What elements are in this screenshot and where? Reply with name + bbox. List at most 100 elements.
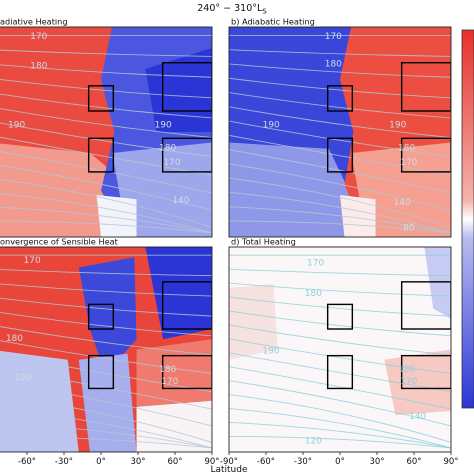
x-tick-label: 30°: [130, 457, 145, 467]
panel-title: b) Adiabatic Heating: [231, 17, 315, 27]
contour-line: [229, 408, 451, 449]
contour-line: [0, 395, 212, 443]
figure-suptitle: 240° − 310°LS: [197, 3, 267, 16]
panel-3: 170 180 190 180 170 onvergence of Sensible He…: [0, 237, 213, 453]
field-neutral: [136, 400, 212, 452]
x-tick-label: 60°: [167, 457, 182, 467]
contour-label: 170: [325, 32, 342, 42]
field-cool-light: [112, 142, 212, 237]
contour-label: 140: [409, 412, 426, 422]
contour-label: 180: [398, 365, 415, 375]
contour-label: 180: [398, 144, 415, 154]
x-axis-label: Latitude: [210, 465, 248, 474]
contour-label: 170: [163, 158, 180, 168]
contour-label: 170: [24, 256, 41, 266]
contour-line: [0, 381, 212, 427]
contour-label: 140: [394, 198, 411, 208]
contour-label: 190: [263, 346, 280, 356]
field-cool-light: [229, 142, 363, 237]
contour-label: 180: [325, 60, 342, 70]
contour-line: [229, 77, 451, 99]
region-box: [87, 354, 115, 390]
contour-label: 170: [161, 377, 178, 387]
contour-label: 170: [400, 377, 417, 387]
contour-label: 180: [6, 334, 23, 344]
contour-line: [229, 220, 451, 234]
x-tick-label: 90°: [204, 457, 219, 467]
region-box: [161, 62, 212, 112]
contour-line: [229, 206, 451, 234]
contour-line: [0, 436, 212, 449]
x-tick-label: -30°: [294, 457, 312, 467]
panel-title: d) Total Heating: [231, 237, 296, 247]
field-neutral: [96, 195, 137, 237]
contour-line: [0, 340, 212, 375]
contour-line: [0, 64, 212, 78]
contour-line: [229, 163, 451, 211]
contour-line: [229, 422, 451, 449]
x-tick-label: -90°: [220, 457, 238, 467]
x-tick-label: 60°: [406, 457, 421, 467]
region-box: [326, 137, 354, 173]
contour-label: 190: [389, 120, 406, 130]
region-box: [161, 354, 212, 390]
contour-line: [0, 422, 212, 449]
contour-line: [0, 297, 212, 317]
contour-label: 180: [30, 62, 47, 72]
x-tick-label: 0°: [335, 457, 345, 467]
contour-label: 190: [15, 373, 32, 383]
contour-line: [229, 296, 451, 317]
contour-line: [0, 122, 212, 158]
contour-line: [229, 268, 451, 277]
region-box: [161, 137, 212, 173]
contour-line: [229, 338, 451, 375]
colorbar: [461, 29, 474, 409]
contour-line: [0, 165, 212, 211]
contour-line: [229, 120, 451, 158]
contour-line: [229, 366, 451, 410]
x-tick-label: 30°: [369, 457, 384, 467]
contour-line: [0, 220, 212, 234]
contour-label: 180: [305, 289, 322, 299]
contour-line: [0, 326, 212, 356]
panel-frame: [0, 26, 213, 238]
contour-line: [229, 310, 451, 337]
field-warm-light: [0, 143, 128, 237]
x-tick-label: -30°: [55, 457, 73, 467]
contour-line: [0, 192, 212, 234]
panel-4: 170 180 190 180 170 140 120 d) Total Heating: [228, 237, 452, 453]
contour-line: [229, 92, 451, 119]
field-neutral: [340, 195, 376, 237]
contour-line: [229, 63, 451, 78]
contour-line: [229, 380, 451, 427]
contour-line: [0, 409, 212, 449]
region-box: [161, 281, 212, 330]
region-box: [87, 85, 115, 112]
panel-1: 170 180 190 190 180 170 140 adiative Heating: [0, 17, 213, 238]
panel-frame: [228, 26, 452, 238]
panel-2: 170 180 190 190 180 170 140 80 b) Adiabatic Heat…: [228, 17, 452, 238]
panel-title: onvergence of Sensible Heat: [0, 237, 119, 247]
x-tick-label: 90°: [443, 457, 458, 467]
region-box: [326, 85, 354, 112]
contour-line: [0, 136, 212, 176]
contour-line: [229, 282, 451, 297]
contour-line: [0, 108, 212, 139]
contour-line: [0, 79, 212, 99]
contour-line: [229, 394, 451, 443]
field-cool-light: [424, 247, 451, 319]
x-axis-ticks: -90°-60°-30°0°30°60°90°-90°-60°-30°0°30°…: [18, 452, 459, 467]
contour-line: [229, 134, 451, 176]
x-tick-label: -60°: [18, 457, 36, 467]
contour-line: [0, 150, 212, 194]
contour-line: [229, 352, 451, 393]
contour-label: 190: [155, 120, 172, 130]
contour-label: 190: [8, 120, 25, 130]
contour-label: 170: [30, 32, 47, 42]
contour-line: [0, 179, 212, 228]
contour-label: 170: [307, 258, 324, 268]
contour-line: [0, 206, 212, 234]
x-tick-label: -60°: [257, 457, 275, 467]
contour-line: [0, 93, 212, 119]
contour-line: [229, 324, 451, 356]
